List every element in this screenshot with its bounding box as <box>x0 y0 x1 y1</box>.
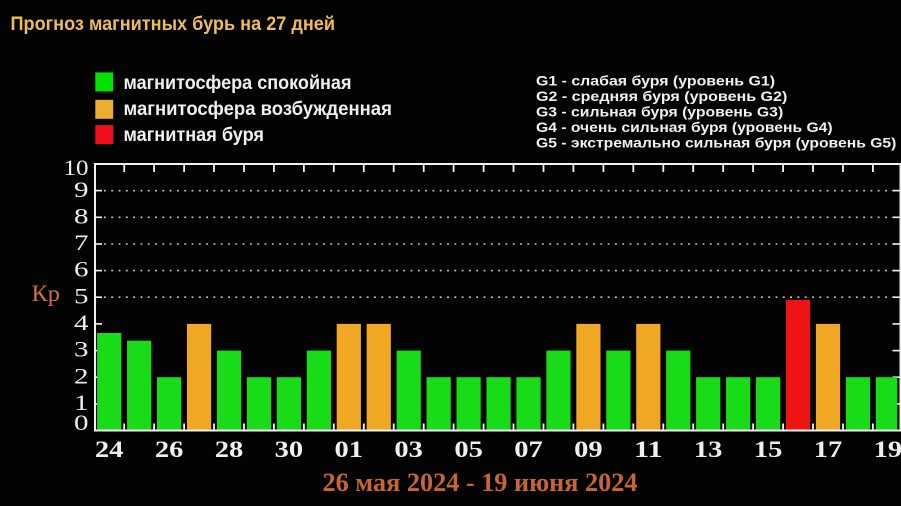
svg-text:6: 6 <box>74 257 89 282</box>
svg-text:11: 11 <box>634 437 663 462</box>
svg-text:26: 26 <box>155 437 184 462</box>
svg-text:01: 01 <box>335 437 364 462</box>
svg-text:28: 28 <box>215 437 244 462</box>
svg-text:2: 2 <box>74 363 89 388</box>
svg-text:G5 - экстремально сильная буря: G5 - экстремально сильная буря (уровень … <box>536 136 896 151</box>
svg-text:3: 3 <box>74 337 89 362</box>
svg-text:4: 4 <box>74 310 89 335</box>
svg-text:1: 1 <box>74 390 89 415</box>
svg-text:05: 05 <box>454 437 483 462</box>
svg-text:5: 5 <box>74 283 89 308</box>
svg-text:30: 30 <box>275 437 304 462</box>
svg-text:10: 10 <box>64 155 89 180</box>
svg-text:8: 8 <box>74 203 89 228</box>
svg-text:G3 - сильная буря (уровень G3): G3 - сильная буря (уровень G3) <box>536 105 783 120</box>
svg-text:Прогноз магнитных бурь на 27 д: Прогноз магнитных бурь на 27 дней <box>11 13 336 35</box>
svg-text:G1 - слабая буря (уровень G1): G1 - слабая буря (уровень G1) <box>536 74 775 89</box>
svg-text:19: 19 <box>874 437 901 462</box>
svg-text:магнитная буря: магнитная буря <box>124 125 265 146</box>
svg-text:G2 - средняя буря (уровень G2): G2 - средняя буря (уровень G2) <box>536 89 787 104</box>
svg-text:13: 13 <box>694 437 723 462</box>
svg-text:9: 9 <box>74 177 89 202</box>
svg-text:09: 09 <box>574 437 603 462</box>
svg-text:15: 15 <box>754 437 783 462</box>
svg-text:Кр: Кр <box>32 281 61 306</box>
svg-text:0: 0 <box>74 410 89 435</box>
svg-text:магнитосфера возбужденная: магнитосфера возбужденная <box>124 99 392 120</box>
svg-text:07: 07 <box>514 437 543 462</box>
svg-text:7: 7 <box>74 230 89 255</box>
svg-text:26 мая 2024 - 19 июня 2024: 26 мая 2024 - 19 июня 2024 <box>323 468 638 497</box>
svg-text:24: 24 <box>95 437 124 462</box>
svg-text:17: 17 <box>814 437 843 462</box>
svg-text:магнитосфера спокойная: магнитосфера спокойная <box>124 73 352 94</box>
svg-text:03: 03 <box>394 437 423 462</box>
svg-text:G4 - очень сильная буря (урове: G4 - очень сильная буря (уровень G4) <box>536 120 833 135</box>
